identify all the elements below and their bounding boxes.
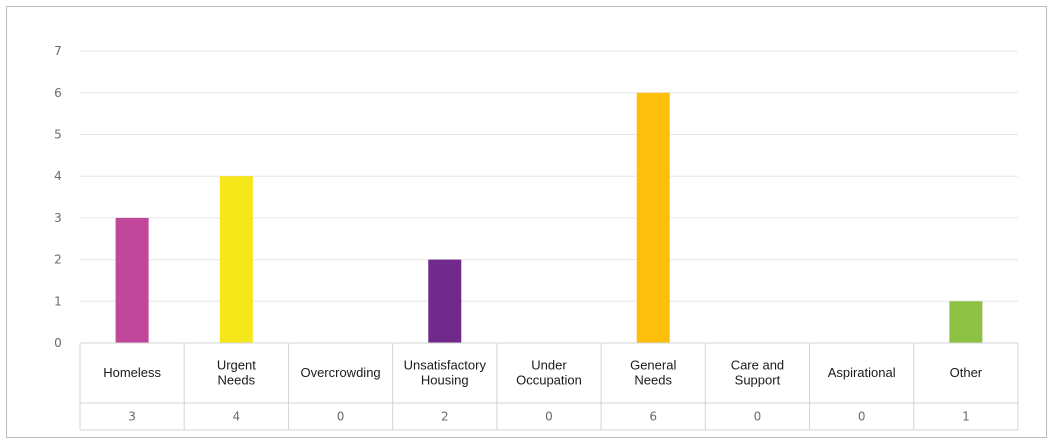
category-label: Homeless <box>103 365 161 380</box>
category-label-line: Occupation <box>516 373 582 388</box>
category-label-line: Homeless <box>103 365 161 380</box>
category-label-line: Other <box>950 365 983 380</box>
y-tick-label: 2 <box>54 253 62 267</box>
value-label: 3 <box>128 410 136 424</box>
value-label: 0 <box>858 410 866 424</box>
category-label: Aspirational <box>828 365 896 380</box>
bars <box>115 92 983 343</box>
y-tick-label: 6 <box>54 86 62 100</box>
category-label-line: Under <box>531 358 567 373</box>
category-label: Urgent Needs <box>217 358 256 388</box>
value-label: 0 <box>754 410 762 424</box>
y-axis-ticks: 0 1 2 3 4 5 6 7 <box>54 44 62 350</box>
category-label: General Needs <box>630 358 676 388</box>
category-label-line: Urgent <box>217 358 256 373</box>
value-label: 0 <box>545 410 553 424</box>
category-label-line: Needs <box>634 373 672 388</box>
y-tick-label: 4 <box>54 169 62 183</box>
bar <box>428 259 462 343</box>
bar <box>115 217 149 343</box>
category-label-line: Unsatisfactory <box>404 358 487 373</box>
category-label-line: Housing <box>421 373 469 388</box>
category-label: Unsatisfactory Housing <box>404 358 487 388</box>
category-label: Care and Support <box>731 358 784 388</box>
category-label-line: General <box>630 358 676 373</box>
value-label: 1 <box>962 410 970 424</box>
category-label-line: Overcrowding <box>300 365 380 380</box>
category-label: Under Occupation <box>516 358 582 388</box>
value-label: 2 <box>441 410 449 424</box>
y-tick-label: 7 <box>54 44 62 58</box>
bar <box>949 301 983 343</box>
chart-frame <box>6 6 1047 438</box>
value-label: 0 <box>337 410 345 424</box>
y-tick-label: 1 <box>54 294 62 308</box>
y-tick-label: 5 <box>54 128 62 142</box>
y-tick-label: 0 <box>54 336 62 350</box>
y-tick-label: 3 <box>54 211 62 225</box>
bar <box>219 176 253 343</box>
category-label-line: Needs <box>218 373 256 388</box>
category-label: Overcrowding <box>300 365 380 380</box>
category-label-line: Support <box>735 373 781 388</box>
bar <box>636 92 670 343</box>
value-label: 6 <box>649 410 657 424</box>
category-label-line: Aspirational <box>828 365 896 380</box>
category-label: Other <box>950 365 983 380</box>
value-label: 4 <box>233 410 241 424</box>
category-label-line: Care and <box>731 358 784 373</box>
